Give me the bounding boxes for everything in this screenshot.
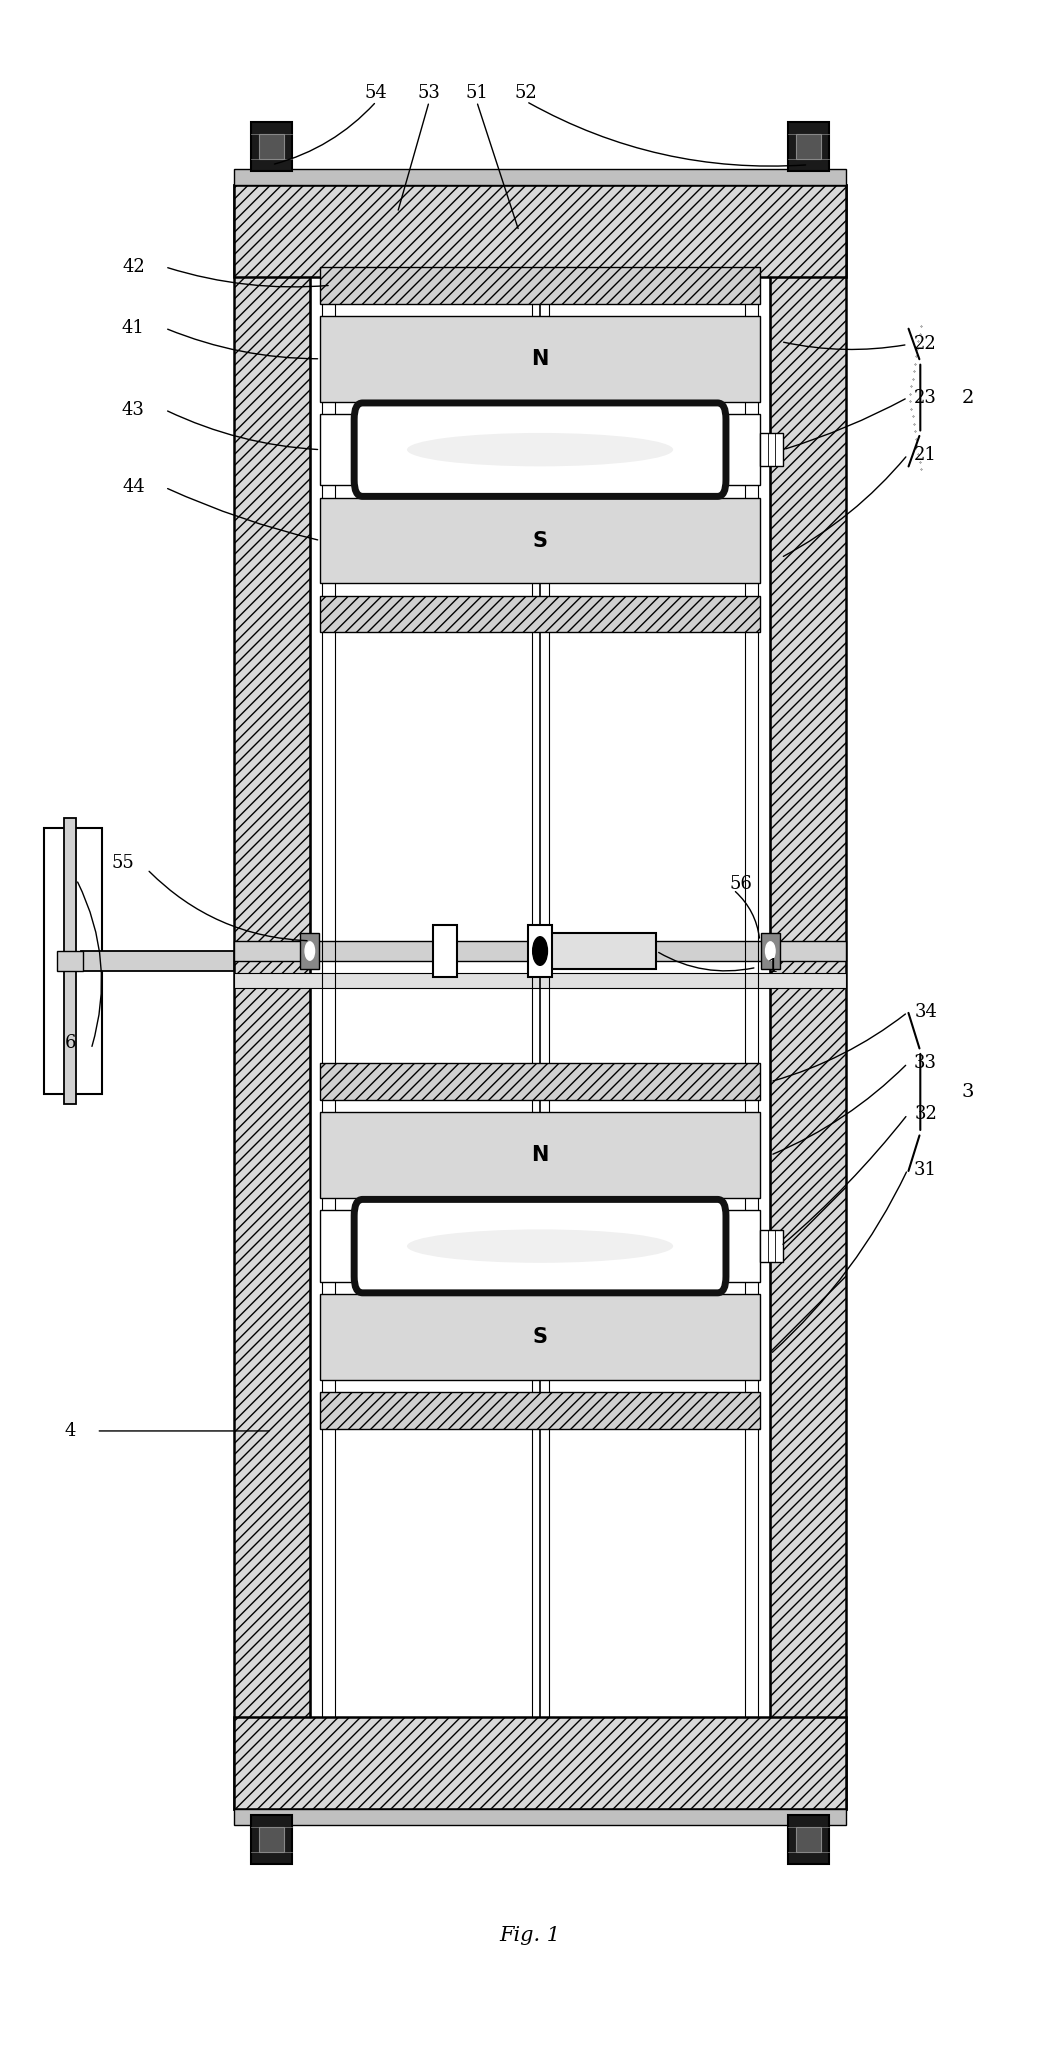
FancyBboxPatch shape xyxy=(354,1200,726,1292)
Bar xyxy=(796,1828,821,1851)
Bar xyxy=(788,1816,829,1863)
Ellipse shape xyxy=(407,1229,674,1264)
Bar xyxy=(528,926,552,978)
Bar xyxy=(259,135,284,160)
Text: 44: 44 xyxy=(122,479,145,497)
Text: 1: 1 xyxy=(767,959,778,975)
Bar xyxy=(760,933,779,969)
Text: 42: 42 xyxy=(122,258,145,276)
Bar xyxy=(788,123,829,170)
Bar xyxy=(234,186,310,1808)
Text: 53: 53 xyxy=(417,84,441,102)
Text: N: N xyxy=(532,350,549,368)
Bar xyxy=(251,123,292,170)
Text: 23: 23 xyxy=(914,389,937,407)
Bar xyxy=(759,1229,783,1262)
Circle shape xyxy=(305,943,315,961)
Ellipse shape xyxy=(407,434,674,466)
Bar xyxy=(234,170,846,186)
Bar xyxy=(234,973,846,988)
Text: 31: 31 xyxy=(914,1162,937,1178)
Text: N: N xyxy=(532,1145,549,1166)
Text: 21: 21 xyxy=(914,446,937,464)
Bar xyxy=(259,1828,284,1851)
Bar xyxy=(64,818,76,1104)
Bar xyxy=(234,186,846,276)
Circle shape xyxy=(533,937,548,965)
Text: S: S xyxy=(533,530,548,550)
Bar xyxy=(759,434,783,466)
Bar xyxy=(321,1211,759,1282)
Bar xyxy=(321,413,759,485)
Text: 22: 22 xyxy=(914,335,937,354)
Bar xyxy=(321,1393,759,1429)
Bar xyxy=(43,828,102,1094)
Text: 33: 33 xyxy=(914,1055,937,1072)
Bar xyxy=(301,933,320,969)
Bar xyxy=(321,497,759,583)
Bar xyxy=(80,951,234,971)
Bar xyxy=(321,1063,759,1100)
Bar xyxy=(530,933,657,969)
Text: 34: 34 xyxy=(914,1004,937,1020)
Bar xyxy=(796,135,821,160)
Text: 55: 55 xyxy=(111,855,134,873)
Text: 32: 32 xyxy=(914,1106,937,1123)
Text: 6: 6 xyxy=(65,1035,76,1051)
Text: 4: 4 xyxy=(65,1421,76,1440)
Bar xyxy=(770,186,846,1808)
Bar xyxy=(251,1816,292,1863)
Bar xyxy=(321,315,759,401)
Bar xyxy=(57,951,84,971)
Bar xyxy=(321,595,759,632)
Text: 2: 2 xyxy=(962,389,974,407)
Bar xyxy=(433,926,456,978)
Bar xyxy=(234,1808,846,1824)
Text: 56: 56 xyxy=(730,875,752,892)
Text: Fig. 1: Fig. 1 xyxy=(499,1926,560,1945)
Text: 3: 3 xyxy=(962,1084,974,1100)
Bar xyxy=(234,1718,846,1808)
Bar xyxy=(234,941,846,961)
Circle shape xyxy=(766,943,775,961)
Bar xyxy=(321,1112,759,1198)
Bar xyxy=(321,268,759,303)
Text: S: S xyxy=(533,1327,548,1348)
Text: 41: 41 xyxy=(122,319,145,337)
Text: 52: 52 xyxy=(515,84,538,102)
Text: 43: 43 xyxy=(122,401,145,419)
Text: 51: 51 xyxy=(465,84,488,102)
FancyBboxPatch shape xyxy=(354,403,726,497)
Bar xyxy=(321,1294,759,1380)
Text: 54: 54 xyxy=(365,84,388,102)
